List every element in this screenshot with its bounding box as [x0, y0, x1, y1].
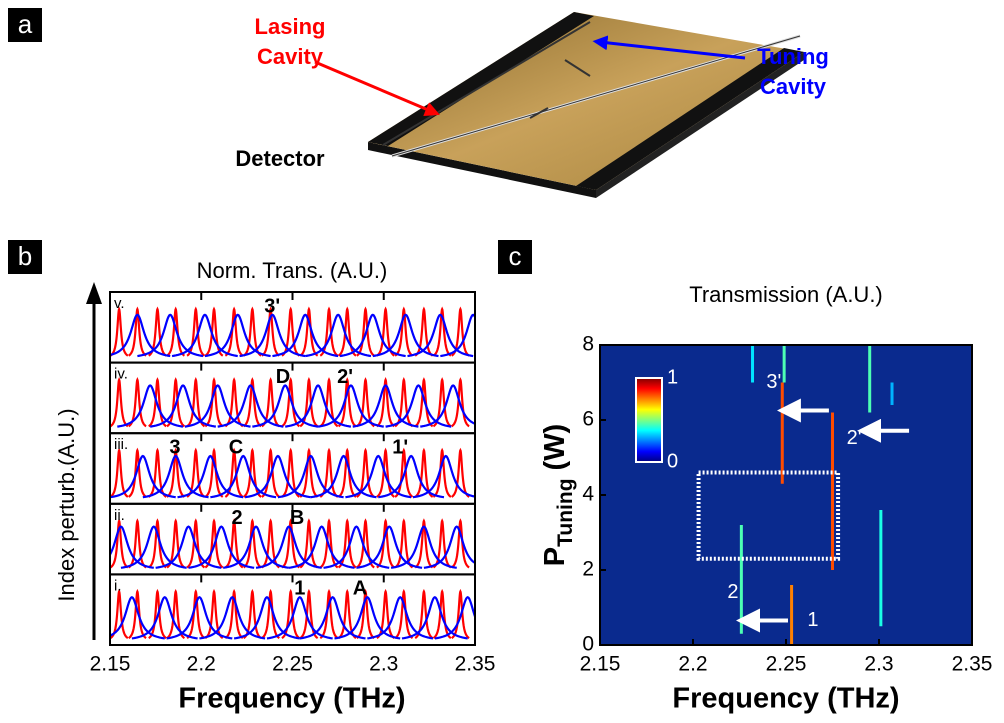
- row-label: v.: [114, 295, 125, 312]
- lasing-label: Lasing: [255, 14, 326, 39]
- x-tick-label: 2.3: [864, 653, 893, 676]
- y-tick-label: 0: [582, 633, 594, 656]
- lasing-label: Cavity: [257, 44, 324, 69]
- heatmap-streak: [868, 345, 871, 413]
- x-tick-label: 2.25: [272, 653, 313, 676]
- x-tick-label: 2.15: [90, 653, 131, 676]
- y-axis-title-main: P: [539, 547, 571, 566]
- y-axis-title: Index perturb.(A.U.): [54, 408, 79, 601]
- annotation: 1: [294, 578, 305, 600]
- annotation: B: [290, 507, 304, 529]
- panel-label: a: [18, 9, 33, 39]
- figure: a b c Lasing Cavity Tuning Cavity Detect…: [0, 0, 1004, 723]
- annotation: 2: [231, 507, 242, 529]
- row-label: iv.: [114, 366, 128, 383]
- row-label: ii.: [114, 507, 125, 524]
- colorbar-tick-label: 1: [667, 366, 678, 388]
- y-tick-label: 2: [582, 558, 594, 581]
- peak: [110, 450, 128, 497]
- heatmap-streak: [831, 413, 834, 571]
- peak: [267, 597, 333, 638]
- heatmap-streak: [790, 585, 793, 645]
- y-axis-title-sub: Tuning: [554, 478, 577, 546]
- heatmap-streak: [879, 510, 882, 626]
- tuning-label: Cavity: [760, 74, 827, 99]
- annotation: 3: [169, 436, 180, 458]
- x-tick-label: 2.15: [580, 653, 621, 676]
- x-tick-label: 2.2: [678, 653, 707, 676]
- panel-label: b: [18, 241, 32, 271]
- heatmap-streak: [751, 345, 754, 383]
- x-tick-label: 2.35: [455, 653, 496, 676]
- heatmap-streak: [740, 525, 743, 634]
- x-tick-label: 2.35: [952, 653, 993, 676]
- y-tick-label: 6: [582, 408, 594, 431]
- peak: [172, 315, 238, 356]
- row-label: i.: [114, 577, 122, 594]
- x-axis-title: Frequency (THz): [672, 683, 899, 715]
- annotation: 3': [264, 295, 280, 317]
- annotation: 3': [766, 371, 781, 393]
- heatmap-streak: [783, 345, 786, 383]
- device-illustration: [315, 12, 804, 198]
- y-axis-title-unit: (W): [539, 424, 571, 471]
- peak: [415, 592, 433, 639]
- annotation: 1: [807, 609, 818, 631]
- peak: [440, 315, 506, 356]
- x-tick-label: 2.25: [766, 653, 807, 676]
- annotation: C: [229, 436, 243, 458]
- y-tick-label: 8: [582, 333, 594, 356]
- row-label: iii.: [114, 436, 128, 453]
- peak: [110, 380, 128, 427]
- tuning-label: Tuning: [757, 44, 829, 69]
- y-axis-title: PTuning (W): [539, 424, 577, 566]
- colorbar-tick-label: 0: [667, 450, 678, 472]
- annotation: 1': [392, 436, 408, 458]
- colorbar: [636, 378, 662, 462]
- panel-label: c: [509, 241, 522, 271]
- chart-title: Transmission (A.U.): [689, 282, 883, 307]
- peak: [167, 592, 185, 639]
- x-tick-label: 2.2: [187, 653, 216, 676]
- heatmap-streak: [891, 383, 894, 406]
- heatmap-streak: [781, 383, 784, 484]
- annotation: A: [353, 578, 367, 600]
- annotation: 2': [847, 427, 862, 449]
- peak: [110, 309, 128, 356]
- y-tick-label: 4: [582, 483, 594, 506]
- peak: [420, 385, 486, 426]
- annotation: 2': [337, 366, 353, 388]
- peak: [433, 380, 451, 427]
- x-tick-label: 2.3: [369, 653, 398, 676]
- axis-arrowhead: [86, 282, 102, 304]
- annotation: D: [276, 366, 290, 388]
- x-axis-title: Frequency (THz): [178, 683, 405, 715]
- annotation: 2: [727, 581, 738, 603]
- chart-title: Norm. Trans. (A.U.): [197, 258, 388, 283]
- detector-label: Detector: [235, 146, 325, 171]
